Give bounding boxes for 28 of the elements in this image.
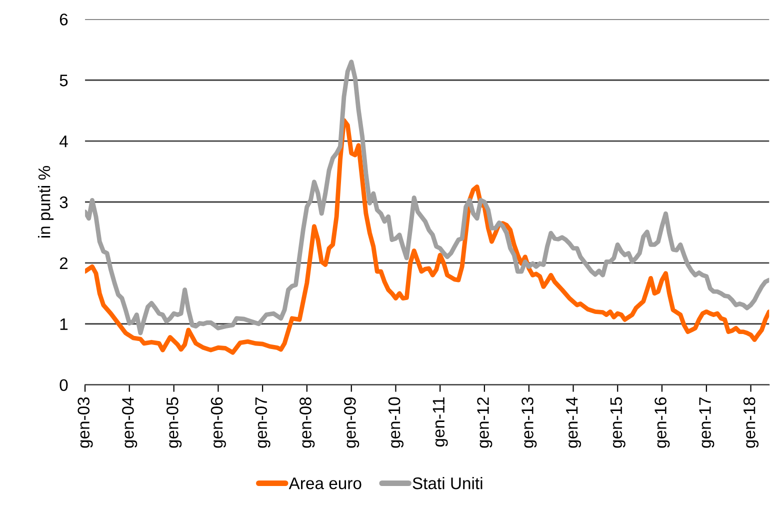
x-tick-label: gen-10 <box>388 397 404 448</box>
x-tick-label: gen-12 <box>477 397 492 448</box>
y-axis-title: in punti % <box>38 166 54 238</box>
x-tick-label: gen-06 <box>210 397 226 448</box>
x-tick-label: gen-14 <box>566 397 582 448</box>
x-tick-label: gen-16 <box>654 397 670 448</box>
x-tick-label: gen-18 <box>743 397 759 448</box>
y-tick-label: 5 <box>60 74 68 86</box>
x-tick-label: gen-11 <box>432 397 448 447</box>
line-series <box>85 118 770 355</box>
y-tick-label: 3 <box>60 196 68 208</box>
x-tick-label: gen-07 <box>255 397 270 448</box>
x-tick-label: gen-05 <box>166 397 182 448</box>
legend-label: Stati Uniti <box>412 476 482 490</box>
y-tick-label: 0 <box>60 379 68 392</box>
x-tick-label: gen-09 <box>344 397 360 448</box>
x-tick-label: gen-08 <box>300 397 315 448</box>
x-tick-label: gen-15 <box>610 397 626 448</box>
x-tick-label: gen-04 <box>122 397 138 448</box>
line-series <box>85 60 770 336</box>
y-tick-label: 1 <box>60 318 68 330</box>
y-tick-label: 6 <box>60 14 68 26</box>
x-tick-label: gen-13 <box>522 397 537 448</box>
x-tick-label: gen-17 <box>699 397 714 448</box>
y-tick-label: 2 <box>60 257 68 269</box>
legend-label: Area euro <box>288 478 362 490</box>
x-tick-label: gen-03 <box>78 397 93 448</box>
y-tick-label: 4 <box>59 136 68 148</box>
